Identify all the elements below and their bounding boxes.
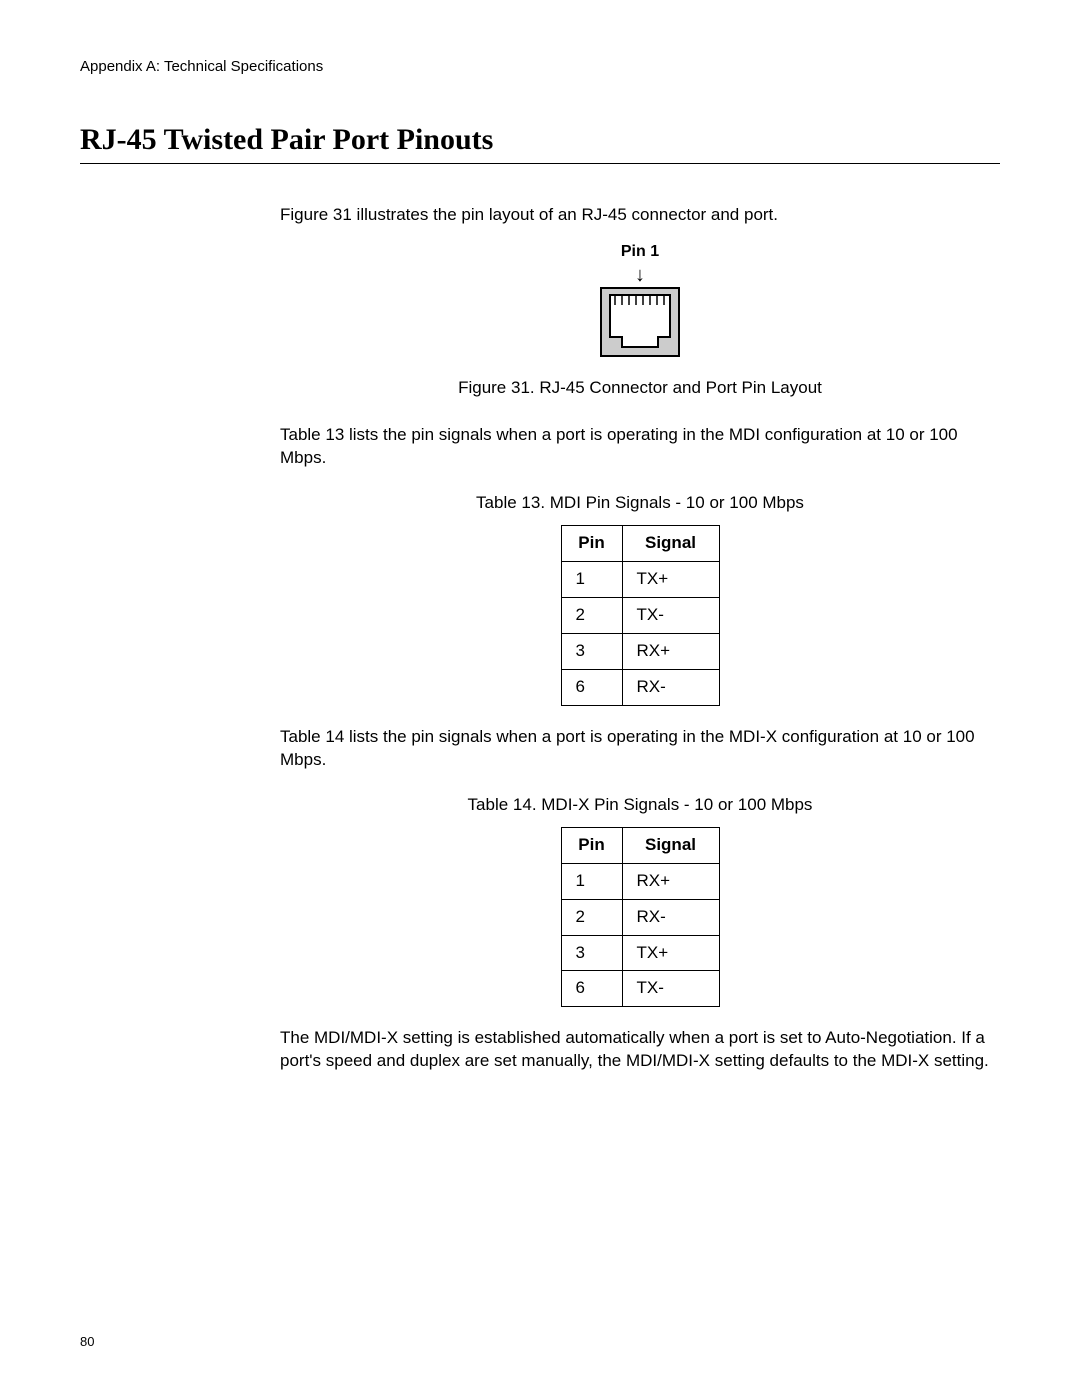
cell-signal: RX- <box>622 669 719 705</box>
table-row: 1 TX+ <box>561 562 719 598</box>
cell-signal: TX+ <box>622 562 719 598</box>
cell-signal: RX+ <box>622 634 719 670</box>
cell-pin: 2 <box>561 899 622 935</box>
col-header-pin: Pin <box>561 827 622 863</box>
page-number: 80 <box>80 1334 94 1349</box>
footer-paragraph: The MDI/MDI-X setting is established aut… <box>280 1027 1000 1073</box>
table-row: 3 TX+ <box>561 935 719 971</box>
page-title: RJ-45 Twisted Pair Port Pinouts <box>80 123 1000 164</box>
cell-signal: RX+ <box>622 863 719 899</box>
header-appendix: Appendix A: Technical Specifications <box>80 58 1000 75</box>
intro-paragraph: Figure 31 illustrates the pin layout of … <box>280 204 1000 227</box>
rj45-connector-icon <box>600 287 680 357</box>
cell-signal: RX- <box>622 899 719 935</box>
table-header-row: Pin Signal <box>561 827 719 863</box>
cell-signal: TX- <box>622 971 719 1007</box>
cell-pin: 6 <box>561 971 622 1007</box>
table-row: 6 TX- <box>561 971 719 1007</box>
pin1-label: Pin 1 <box>280 241 1000 263</box>
cell-pin: 1 <box>561 562 622 598</box>
table-header-row: Pin Signal <box>561 526 719 562</box>
down-arrow-icon: ↓ <box>280 265 1000 285</box>
table-row: 6 RX- <box>561 669 719 705</box>
cell-signal: TX- <box>622 598 719 634</box>
cell-signal: TX+ <box>622 935 719 971</box>
content-area: Figure 31 illustrates the pin layout of … <box>280 204 1000 1073</box>
cell-pin: 2 <box>561 598 622 634</box>
table13-caption: Table 13. MDI Pin Signals - 10 or 100 Mb… <box>280 492 1000 515</box>
col-header-pin: Pin <box>561 526 622 562</box>
table-row: 3 RX+ <box>561 634 719 670</box>
figure-caption: Figure 31. RJ-45 Connector and Port Pin … <box>280 377 1000 400</box>
col-header-signal: Signal <box>622 827 719 863</box>
table-mdi: Pin Signal 1 TX+ 2 TX- 3 RX+ 6 <box>561 525 720 706</box>
cell-pin: 3 <box>561 634 622 670</box>
cell-pin: 1 <box>561 863 622 899</box>
col-header-signal: Signal <box>622 526 719 562</box>
page: Appendix A: Technical Specifications RJ-… <box>0 0 1080 1397</box>
table-mdix: Pin Signal 1 RX+ 2 RX- 3 TX+ 6 <box>561 827 720 1008</box>
mdi-paragraph: Table 13 lists the pin signals when a po… <box>280 424 1000 470</box>
table14-caption: Table 14. MDI-X Pin Signals - 10 or 100 … <box>280 794 1000 817</box>
cell-pin: 3 <box>561 935 622 971</box>
mdix-paragraph: Table 14 lists the pin signals when a po… <box>280 726 1000 772</box>
cell-pin: 6 <box>561 669 622 705</box>
table-row: 2 TX- <box>561 598 719 634</box>
table-row: 2 RX- <box>561 899 719 935</box>
figure-rj45: Pin 1 ↓ Figure 31. RJ-45 Connector and P… <box>280 241 1000 400</box>
table-row: 1 RX+ <box>561 863 719 899</box>
